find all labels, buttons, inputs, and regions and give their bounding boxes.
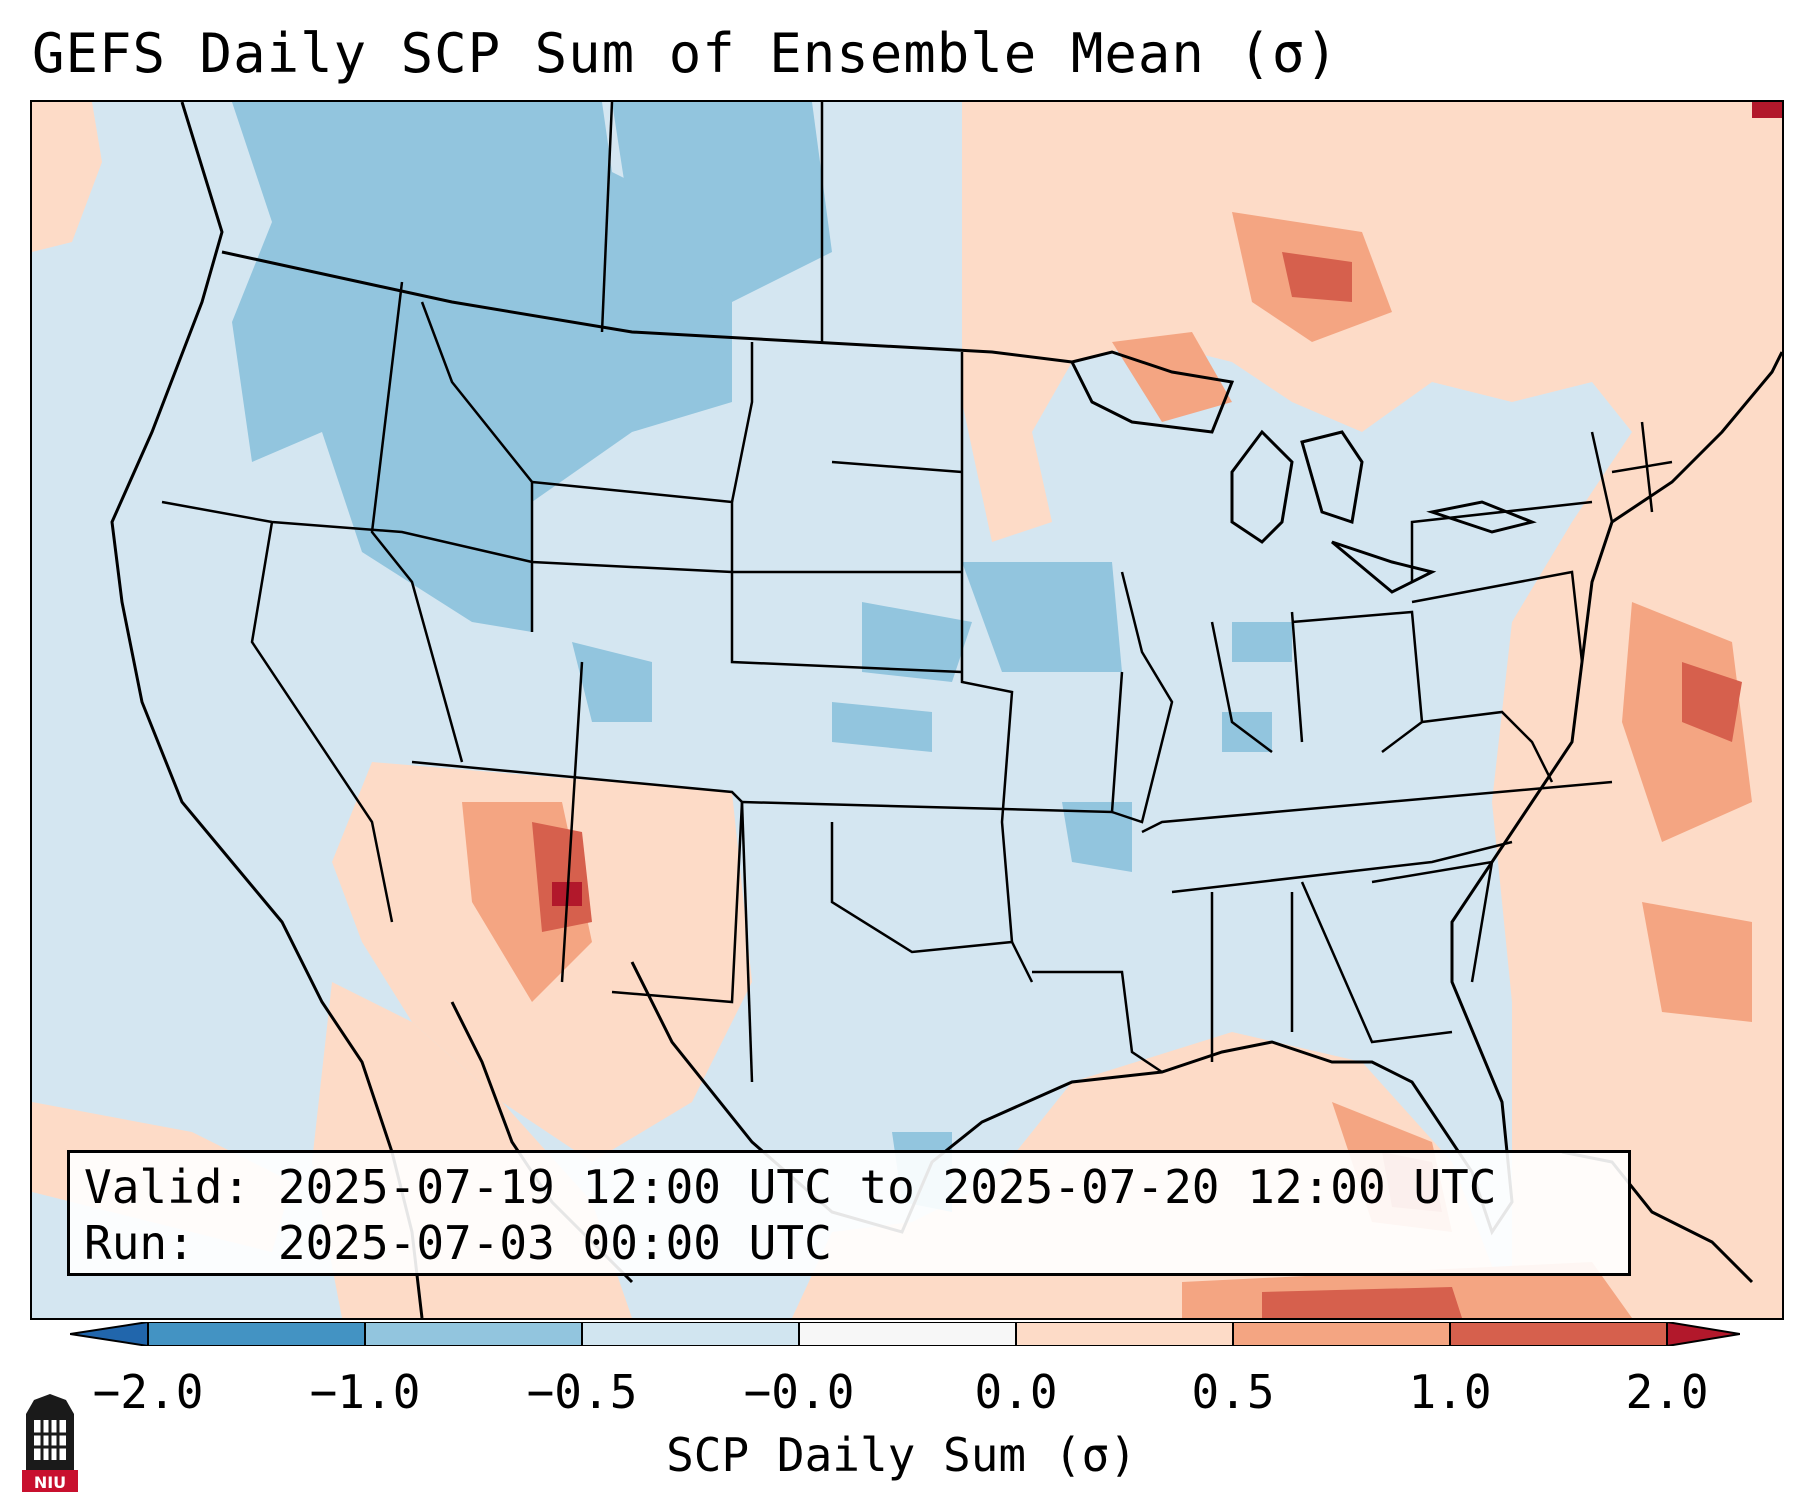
colorbar-bin-3 <box>582 1322 799 1346</box>
colorbar-bin-6 <box>1233 1322 1450 1346</box>
valid-run-info-box: Valid: 2025-07-19 12:00 UTC to 2025-07-2… <box>67 1150 1631 1276</box>
ontario-moderate <box>1112 332 1232 422</box>
plains-negative <box>572 642 652 722</box>
colorbar-label: SCP Daily Sum (σ) <box>666 1428 1137 1482</box>
colorbar-bin-7 <box>1450 1322 1667 1346</box>
quebec-strong <box>1282 252 1352 302</box>
valid-time: 2025-07-19 12:00 UTC to 2025-07-20 12:00… <box>277 1160 1497 1214</box>
east-positive-area <box>962 102 1782 1318</box>
canada-negative <box>612 102 832 302</box>
valid-label: Valid: <box>84 1160 251 1214</box>
colorbar-tick-label: 2.0 <box>1625 1365 1709 1419</box>
run-time: 2025-07-03 00:00 UTC <box>277 1216 832 1270</box>
colorbar-tick-label: 1.0 <box>1408 1365 1492 1419</box>
offshore-moderate <box>1642 902 1752 1022</box>
colorbar-tick-label: −0.0 <box>743 1365 855 1419</box>
colorbar-tick-label: −1.0 <box>309 1365 421 1419</box>
colorbar-ticks <box>147 1322 1668 1346</box>
canada-us-border <box>221 250 1073 364</box>
map-panel <box>30 100 1784 1320</box>
colorbar-tick-label: −0.5 <box>526 1365 638 1419</box>
ohio-valley-negative <box>1232 622 1292 662</box>
colorbar-tick-label: 0.0 <box>974 1365 1058 1419</box>
atlantic-strong <box>1682 662 1742 742</box>
colorbar <box>70 1322 1740 1346</box>
nebraska-negative <box>862 602 972 682</box>
northeast-max <box>1752 102 1782 118</box>
colorbar-bin-1 <box>148 1322 365 1346</box>
colorbar-bin-2 <box>365 1322 582 1346</box>
run-label: Run: <box>84 1216 195 1270</box>
scp-field-map <box>32 102 1782 1318</box>
colorbar-extend-high <box>1667 1322 1740 1346</box>
state-boundaries <box>161 102 1673 1083</box>
ozark-negative <box>1062 802 1132 872</box>
northwest-corner-positive <box>32 102 102 252</box>
iowa-negative <box>962 562 1122 672</box>
map-title: GEFS Daily SCP Sum of Ensemble Mean (σ) <box>32 22 1339 85</box>
colorbar-tick-label: 0.5 <box>1191 1365 1275 1419</box>
colorbar-bin-5 <box>1016 1322 1233 1346</box>
great-lakes <box>1069 350 1537 594</box>
colorbar-extend-low <box>70 1322 148 1346</box>
niu-logo: NIU <box>22 1394 78 1492</box>
colorbar-tick-label: −2.0 <box>92 1365 204 1419</box>
kansas-negative <box>832 702 932 752</box>
logo-text: NIU <box>34 1473 66 1492</box>
southern-edge-strong <box>1262 1287 1462 1318</box>
colorbar-bin-4 <box>799 1322 1016 1346</box>
